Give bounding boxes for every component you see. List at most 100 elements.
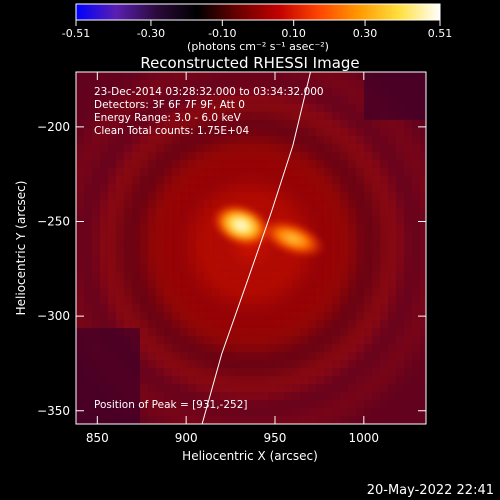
heatmap-cell	[396, 216, 404, 224]
heatmap-cell	[348, 88, 356, 96]
heatmap-cell	[84, 200, 92, 208]
heatmap-cell	[84, 320, 92, 328]
heatmap-cell	[220, 80, 228, 88]
heatmap-cell	[92, 320, 100, 328]
heatmap-cell	[180, 88, 188, 96]
heatmap-cell	[348, 104, 356, 112]
heatmap-cell	[396, 336, 404, 344]
heatmap-cell	[412, 136, 420, 144]
heatmap-cell	[92, 112, 100, 120]
heatmap-cell	[420, 136, 426, 144]
heatmap-cell	[244, 72, 252, 80]
heatmap-cell	[412, 328, 420, 336]
heatmap-cell	[140, 416, 148, 424]
colorbar-gradient	[75, 3, 441, 21]
heatmap-cell	[388, 416, 396, 424]
heatmap-cell	[76, 160, 84, 168]
heatmap-cell	[404, 112, 412, 120]
plot-frame	[75, 71, 427, 425]
heatmap-cell	[388, 320, 396, 328]
heatmap-cell	[116, 96, 124, 104]
heatmap-cell	[100, 392, 108, 400]
heatmap-cell	[284, 400, 292, 408]
heatmap-cell	[100, 352, 108, 360]
heatmap-cell	[108, 144, 116, 152]
heatmap-cell	[396, 168, 404, 176]
heatmap-cell	[372, 368, 380, 376]
heatmap-cell	[100, 128, 108, 136]
heatmap-cell	[124, 88, 132, 96]
heatmap-cell	[228, 400, 236, 408]
heatmap-cell	[220, 72, 228, 80]
heatmap-cell	[388, 328, 396, 336]
heatmap-cell	[108, 112, 116, 120]
heatmap-cell	[84, 312, 92, 320]
heatmap-cell	[332, 384, 340, 392]
x-tick-label: 950	[264, 431, 287, 445]
heatmap-cell	[316, 392, 324, 400]
heatmap-cell	[108, 400, 116, 408]
sources	[212, 203, 326, 258]
heatmap-cell	[76, 72, 84, 80]
heatmap-cell	[308, 88, 316, 96]
heatmap-cell	[156, 368, 164, 376]
heatmap-cell	[260, 400, 268, 408]
heatmap-cell	[420, 192, 426, 200]
heatmap-cell	[404, 200, 412, 208]
heatmap-cell	[420, 128, 426, 136]
heatmap-cell	[108, 176, 116, 184]
heatmap-cell	[420, 384, 426, 392]
heatmap-cell	[404, 272, 412, 280]
heatmap-cell	[396, 320, 404, 328]
heatmap-cell	[132, 88, 140, 96]
heatmap-cell	[164, 416, 172, 424]
heatmap-cell	[356, 392, 364, 400]
heatmap-cell	[412, 192, 420, 200]
heatmap-cell	[332, 416, 340, 424]
heatmap-cell	[356, 408, 364, 416]
colorbar: -0.51 -0.30 -0.10 0.10 0.30 0.51 (photons cm⁻…	[62, 3, 452, 53]
heatmap-cell	[412, 152, 420, 160]
y-tick-label: −300	[37, 309, 70, 323]
heatmap-cell	[396, 240, 404, 248]
heatmap-cell	[76, 328, 84, 336]
heatmap-cell	[100, 160, 108, 168]
heatmap-cell	[396, 328, 404, 336]
heatmap-cell	[324, 96, 332, 104]
heatmap-cell	[396, 288, 404, 296]
heatmap-cell	[76, 288, 84, 296]
heatmap-cell	[276, 392, 284, 400]
heatmap-cell	[252, 416, 260, 424]
heatmap-cell	[348, 368, 356, 376]
heatmap-cell	[108, 392, 116, 400]
primary-source	[212, 203, 271, 247]
heatmap-cell	[396, 96, 404, 104]
heatmap-cell	[84, 160, 92, 168]
heatmap-cell	[396, 248, 404, 256]
heatmap-cell	[396, 72, 404, 80]
heatmap-cell	[308, 384, 316, 392]
heatmap-cell	[396, 160, 404, 168]
heatmap-cell	[260, 408, 268, 416]
x-tick-label: 1000	[349, 431, 380, 445]
timestamp: 20-May-2022 22:41	[367, 483, 494, 498]
heatmap-cell	[372, 72, 380, 80]
heatmap-cell	[380, 120, 388, 128]
heatmap-cell	[284, 72, 292, 80]
heatmap-cell	[84, 240, 92, 248]
heatmap-cell	[260, 392, 268, 400]
heatmap-cell	[372, 344, 380, 352]
heatmap-cell	[404, 360, 412, 368]
heatmap-cell	[124, 352, 132, 360]
heatmap-cell	[412, 144, 420, 152]
heatmap-cell	[348, 384, 356, 392]
heatmap-cell	[372, 328, 380, 336]
heatmap-cell	[388, 192, 396, 200]
heatmap-cell	[388, 344, 396, 352]
heatmap-cell	[124, 384, 132, 392]
heatmap-cell	[116, 360, 124, 368]
heatmap-cell	[92, 368, 100, 376]
heatmap-cell	[92, 280, 100, 288]
heatmap-cell	[76, 232, 84, 240]
heatmap-cell	[404, 88, 412, 96]
